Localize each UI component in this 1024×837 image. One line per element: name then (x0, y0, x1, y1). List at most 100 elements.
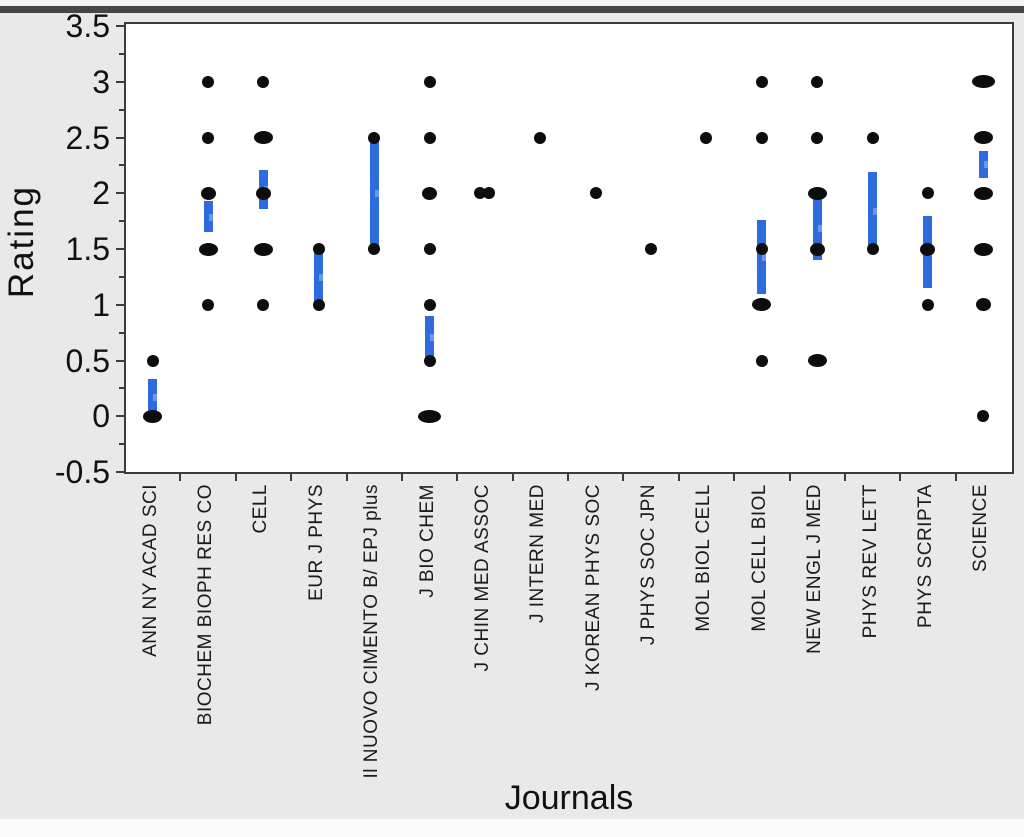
data-point (423, 75, 436, 88)
x-category-label: EUR J PHYS (306, 484, 332, 606)
y-axis-major-tick (116, 80, 125, 83)
data-point (921, 187, 934, 200)
x-category-label-text: J CHIN MED ASSOC (471, 484, 493, 672)
x-axis-title: Journals (504, 779, 634, 817)
data-point (483, 187, 496, 200)
y-axis-tick-label: 3 (92, 63, 110, 100)
x-category-label: Il NUOVO CIMENTO B/ EPJ plus (361, 484, 387, 783)
data-point (977, 410, 990, 423)
y-axis-major-tick (116, 303, 125, 306)
ci-mean-tick (374, 190, 379, 198)
data-point (534, 131, 547, 144)
x-axis-tick (899, 474, 902, 481)
x-axis-tick (511, 474, 514, 481)
data-point (202, 298, 215, 311)
ci-bar (978, 150, 988, 178)
data-point (257, 298, 270, 311)
ci-bar (868, 172, 878, 249)
data-point (755, 131, 768, 144)
x-category-label-text: MOL BIOL CELL (693, 484, 715, 632)
data-point (807, 186, 827, 200)
data-point (975, 298, 991, 312)
y-axis-tick-label: 2 (92, 175, 110, 212)
x-category-label-text: Il NUOVO CIMENTO B/ EPJ plus (361, 484, 383, 779)
data-point (423, 354, 436, 367)
data-point (589, 187, 602, 200)
x-axis-tick (345, 474, 348, 481)
data-point (312, 243, 325, 255)
data-point (752, 298, 772, 312)
data-point (973, 186, 993, 200)
data-point (921, 298, 934, 311)
data-point (811, 131, 824, 144)
data-point (811, 75, 824, 88)
x-category-label: J INTERN MED (527, 484, 553, 628)
top-border-bar (0, 6, 1024, 13)
y-axis-tick-label: 1 (92, 286, 110, 323)
x-axis-tick (788, 474, 791, 481)
ci-mean-tick (208, 213, 213, 221)
x-category-label: J BIO CHEM (417, 484, 443, 603)
x-category-label-text: EUR J PHYS (305, 484, 327, 601)
data-point (202, 75, 215, 88)
ci-bar (148, 379, 158, 415)
x-category-label: ANN NY ACAD SCI (140, 484, 166, 662)
top-light-strip (0, 0, 1024, 6)
x-category-label-text: J PHYS SOC JPN (638, 484, 660, 646)
x-category-label-text: J INTERN MED (527, 484, 549, 623)
bottom-strip (0, 819, 1024, 837)
data-point (866, 243, 879, 255)
y-axis-title: Rating (2, 185, 41, 299)
x-category-label: J PHYS SOC JPN (638, 484, 664, 650)
x-axis-tick (843, 474, 846, 481)
data-point (422, 186, 438, 200)
x-category-label-text: PHYS REV LETT (859, 484, 881, 639)
x-axis-tick (400, 474, 403, 481)
x-category-label: PHYS SCRIPTA (915, 484, 941, 633)
data-point (368, 243, 381, 255)
y-axis-minor-tick (119, 275, 125, 278)
x-category-label-text: SCIENCE (970, 484, 992, 572)
y-axis-minor-tick (119, 443, 125, 446)
data-point (423, 298, 436, 311)
x-category-label-text: CELL (250, 484, 272, 534)
y-axis-minor-tick (119, 387, 125, 390)
ci-mean-tick (817, 225, 822, 233)
x-category-label-text: BIOCHEM BIOPH RES CO (195, 484, 217, 726)
x-category-label: BIOCHEM BIOPH RES CO (195, 484, 221, 730)
y-axis-tick-label: 2.5 (65, 119, 110, 156)
x-category-label-text: MOL CELL BIOL (748, 484, 770, 632)
data-point (200, 186, 216, 200)
data-point (755, 354, 768, 367)
x-axis-tick (567, 474, 569, 481)
y-axis-major-tick (116, 192, 125, 195)
ci-mean-tick (762, 253, 767, 261)
data-point (973, 242, 993, 256)
data-point (202, 131, 215, 144)
data-point (198, 242, 218, 256)
y-axis-minor-tick (119, 164, 125, 167)
x-axis-tick (622, 474, 625, 481)
data-point (253, 242, 273, 256)
ci-bar (425, 315, 435, 358)
data-point (809, 242, 825, 256)
y-axis-minor-tick (119, 331, 125, 334)
x-axis-tick (234, 474, 237, 481)
data-point (255, 186, 271, 200)
ci-bar (203, 201, 213, 233)
ci-mean-tick (153, 393, 158, 401)
data-point (312, 298, 325, 311)
x-axis-tick (954, 474, 957, 481)
ci-mean-tick (983, 161, 988, 169)
data-point (973, 131, 993, 144)
x-axis-tick (456, 474, 459, 481)
y-axis-major-tick (116, 25, 125, 27)
ci-bar (812, 196, 822, 261)
data-point (866, 131, 879, 144)
ci-bar (369, 137, 379, 249)
x-axis-tick (677, 474, 680, 481)
data-point (423, 243, 436, 255)
data-point (700, 131, 713, 144)
y-axis-minor-tick (119, 108, 125, 111)
